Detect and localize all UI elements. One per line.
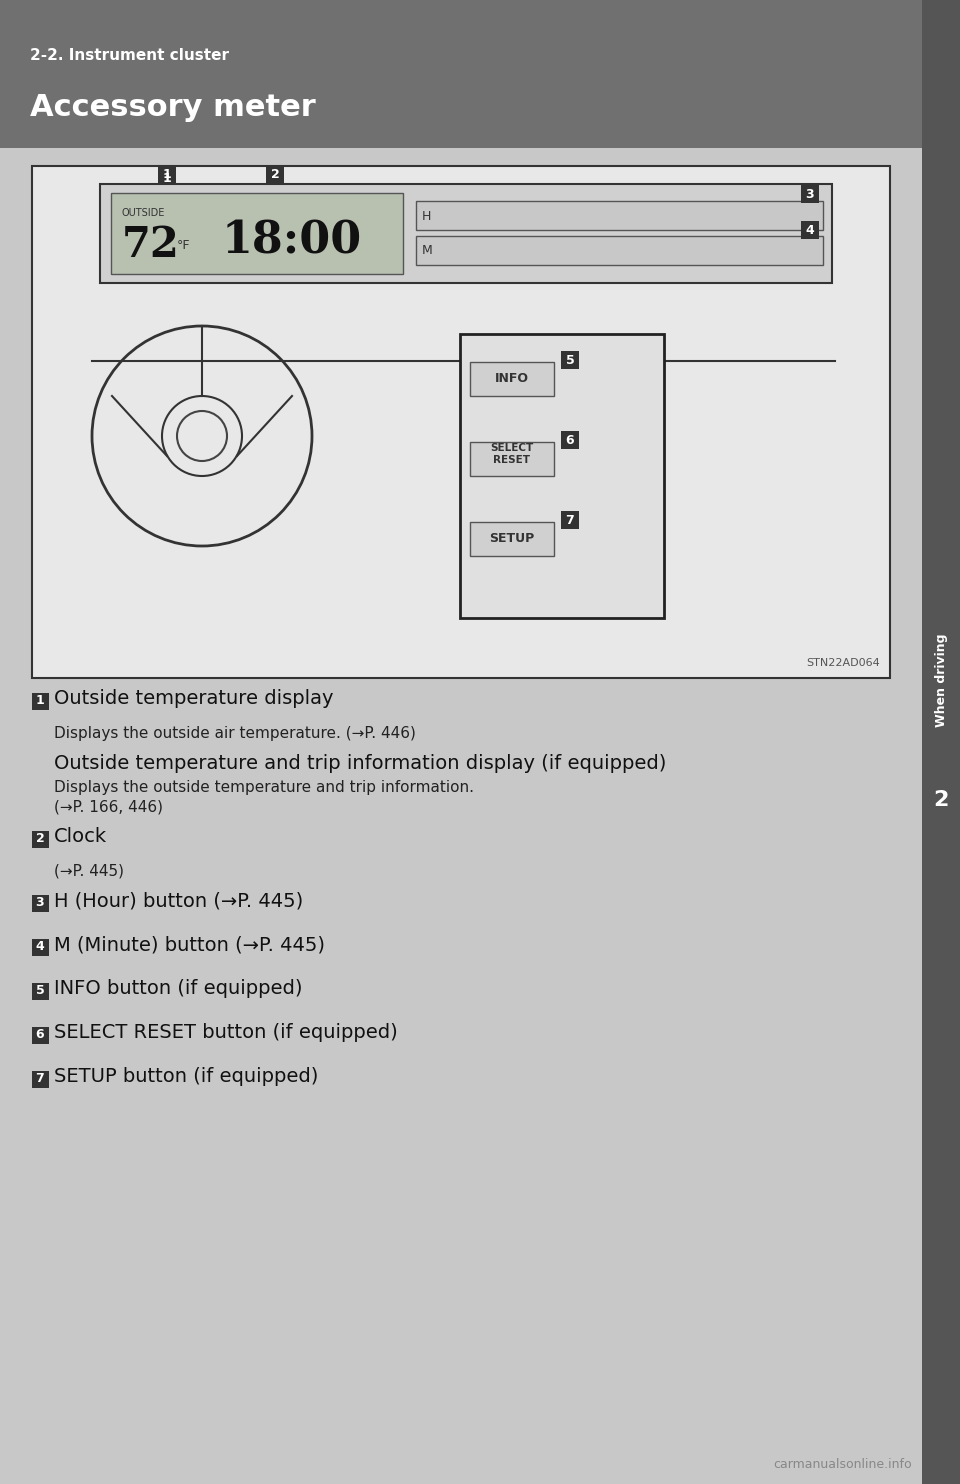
Text: SELECT RESET button (if equipped): SELECT RESET button (if equipped) [54,1024,397,1042]
Text: When driving: When driving [934,634,948,727]
FancyBboxPatch shape [32,1070,49,1088]
FancyBboxPatch shape [100,184,832,283]
FancyBboxPatch shape [470,522,554,556]
Text: (→P. 166, 446): (→P. 166, 446) [54,800,163,815]
Text: 5: 5 [36,984,44,997]
FancyBboxPatch shape [32,693,49,709]
Text: Outside temperature display: Outside temperature display [54,690,333,708]
Text: 72: 72 [122,224,180,266]
FancyBboxPatch shape [32,982,49,1000]
Text: SELECT
RESET: SELECT RESET [491,444,534,464]
Text: 1: 1 [162,172,172,184]
Text: M (Minute) button (→P. 445): M (Minute) button (→P. 445) [54,935,325,954]
Text: H: H [422,209,440,223]
FancyBboxPatch shape [416,236,823,266]
Text: (→P. 445): (→P. 445) [54,864,124,879]
FancyBboxPatch shape [32,166,890,678]
FancyBboxPatch shape [32,1027,49,1043]
FancyBboxPatch shape [470,362,554,396]
FancyBboxPatch shape [922,0,960,1484]
FancyBboxPatch shape [158,165,176,183]
Text: 2: 2 [36,833,44,846]
FancyBboxPatch shape [801,186,819,203]
FancyBboxPatch shape [470,442,554,476]
Text: 7: 7 [36,1073,44,1085]
Text: STN22AD064: STN22AD064 [806,657,880,668]
FancyBboxPatch shape [32,938,49,956]
Text: Displays the outside air temperature. (→P. 446): Displays the outside air temperature. (→… [54,726,416,741]
Text: 6: 6 [565,433,574,447]
FancyBboxPatch shape [561,352,579,370]
Text: 2: 2 [271,168,279,181]
Text: M: M [422,245,441,258]
Text: 1: 1 [36,695,44,708]
Text: OUTSIDE: OUTSIDE [122,208,165,218]
Text: °F: °F [177,239,190,252]
Text: Displays the outside temperature and trip information.: Displays the outside temperature and tri… [54,781,474,795]
Text: 3: 3 [805,187,814,200]
Text: Accessory meter: Accessory meter [30,93,316,123]
FancyBboxPatch shape [561,430,579,450]
Text: 18:00: 18:00 [222,220,362,263]
FancyBboxPatch shape [32,895,49,911]
FancyBboxPatch shape [460,334,664,617]
Text: Outside temperature and trip information display (if equipped): Outside temperature and trip information… [54,754,666,773]
Text: INFO: INFO [495,372,529,386]
Text: 7: 7 [565,513,574,527]
FancyBboxPatch shape [32,831,49,847]
Text: carmanualsonline.info: carmanualsonline.info [774,1459,912,1472]
Text: 4: 4 [805,224,814,236]
FancyBboxPatch shape [266,165,284,183]
FancyBboxPatch shape [801,221,819,239]
Text: 6: 6 [36,1028,44,1042]
Text: 3: 3 [36,896,44,910]
Text: 4: 4 [36,941,44,954]
FancyBboxPatch shape [561,510,579,528]
Text: 2-2. Instrument cluster: 2-2. Instrument cluster [30,47,229,62]
Text: 2: 2 [933,789,948,810]
Text: SETUP: SETUP [490,533,535,546]
Text: H (Hour) button (→P. 445): H (Hour) button (→P. 445) [54,892,303,911]
FancyBboxPatch shape [416,200,823,230]
Text: INFO button (if equipped): INFO button (if equipped) [54,979,302,999]
Text: SETUP button (if equipped): SETUP button (if equipped) [54,1067,319,1086]
Text: Clock: Clock [54,828,108,846]
FancyBboxPatch shape [0,0,960,148]
Text: 5: 5 [565,353,574,367]
Text: 1: 1 [162,168,172,181]
FancyBboxPatch shape [111,193,403,275]
